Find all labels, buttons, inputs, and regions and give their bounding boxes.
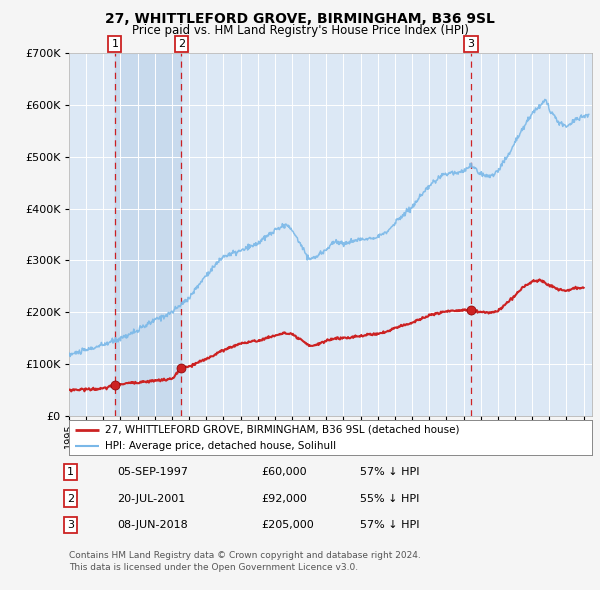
Text: 27, WHITTLEFORD GROVE, BIRMINGHAM, B36 9SL: 27, WHITTLEFORD GROVE, BIRMINGHAM, B36 9… [105, 12, 495, 26]
Text: 3: 3 [467, 39, 475, 49]
Text: 1: 1 [112, 39, 118, 49]
Text: 27, WHITTLEFORD GROVE, BIRMINGHAM, B36 9SL (detached house): 27, WHITTLEFORD GROVE, BIRMINGHAM, B36 9… [104, 425, 459, 435]
Text: 57% ↓ HPI: 57% ↓ HPI [360, 520, 419, 530]
Text: £205,000: £205,000 [261, 520, 314, 530]
Text: 2: 2 [178, 39, 185, 49]
Text: 57% ↓ HPI: 57% ↓ HPI [360, 467, 419, 477]
Text: 3: 3 [67, 520, 74, 530]
Bar [115, 53, 181, 416]
Text: Contains HM Land Registry data © Crown copyright and database right 2024.: Contains HM Land Registry data © Crown c… [69, 552, 421, 560]
Text: £92,000: £92,000 [261, 494, 307, 503]
Text: 20-JUL-2001: 20-JUL-2001 [117, 494, 185, 503]
Text: 2: 2 [67, 494, 74, 503]
Text: This data is licensed under the Open Government Licence v3.0.: This data is licensed under the Open Gov… [69, 563, 358, 572]
Text: HPI: Average price, detached house, Solihull: HPI: Average price, detached house, Soli… [104, 441, 336, 451]
Text: 1: 1 [67, 467, 74, 477]
Text: 55% ↓ HPI: 55% ↓ HPI [360, 494, 419, 503]
Text: £60,000: £60,000 [261, 467, 307, 477]
Text: Price paid vs. HM Land Registry's House Price Index (HPI): Price paid vs. HM Land Registry's House … [131, 24, 469, 37]
Text: 08-JUN-2018: 08-JUN-2018 [117, 520, 188, 530]
Text: 05-SEP-1997: 05-SEP-1997 [117, 467, 188, 477]
